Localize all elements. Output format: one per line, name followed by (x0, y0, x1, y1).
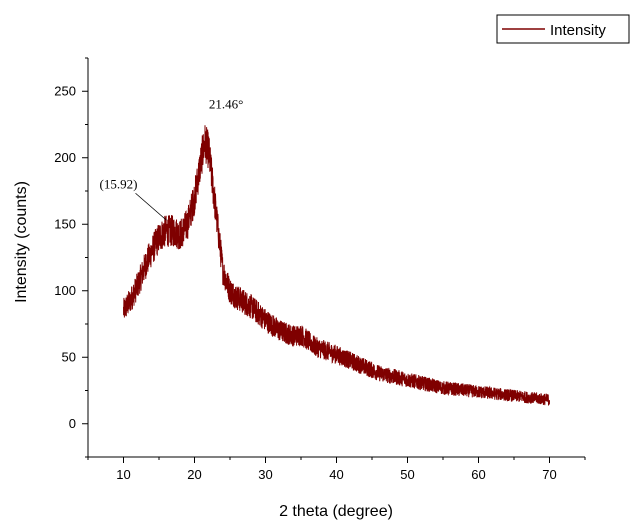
x-tick-label: 70 (542, 467, 556, 482)
y-tick-label: 150 (54, 216, 76, 231)
peak-label-21-46: 21.46° (209, 97, 243, 112)
annotations: 21.46° (15.92) (100, 97, 243, 221)
y-axis-title: Intensity (counts) (13, 181, 30, 303)
series-line-intensity (123, 125, 550, 406)
y-tick-label: 0 (69, 416, 76, 431)
series-layer (123, 125, 550, 406)
x-tick-label: 60 (471, 467, 485, 482)
x-tick-label: 30 (258, 467, 272, 482)
x-tick-label: 40 (329, 467, 343, 482)
axes: 10 20 30 40 50 60 70 0 50 100 150 200 250 (54, 57, 586, 482)
y-tick-label: 200 (54, 150, 76, 165)
y-tick-label: 50 (62, 349, 76, 364)
x-tick-label: 20 (187, 467, 201, 482)
x-axis-title: 2 theta (degree) (279, 503, 393, 520)
x-tick-label: 50 (400, 467, 414, 482)
legend: Intensity (496, 14, 630, 44)
y-tick-label: 250 (54, 83, 76, 98)
peak-leader-line (135, 192, 167, 221)
legend-label: Intensity (550, 22, 606, 39)
x-tick-label: 10 (116, 467, 130, 482)
y-tick-label: 100 (54, 283, 76, 298)
peak-label-15-92: (15.92) (100, 176, 138, 191)
